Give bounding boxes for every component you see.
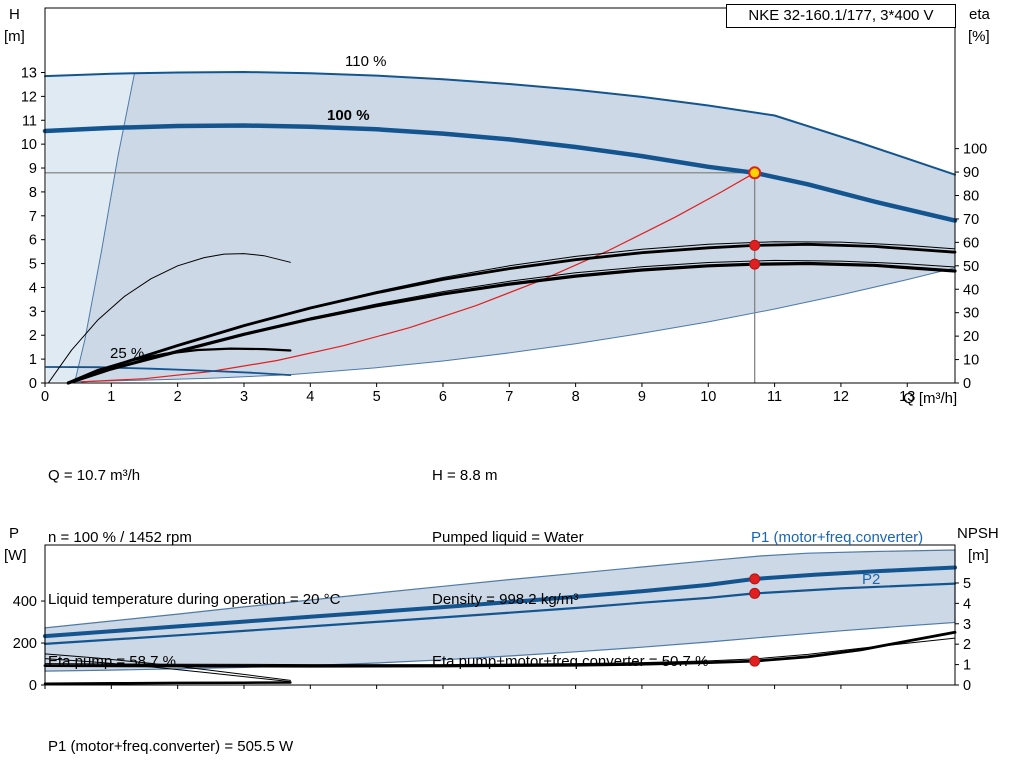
info-speed: n = 100 % / 1452 rpm bbox=[48, 529, 192, 546]
eta-pump-duty-dot[interactable] bbox=[749, 239, 761, 251]
y-left-tick-label: 0 bbox=[29, 678, 37, 694]
y-left-tick-label: 6 bbox=[29, 233, 37, 249]
pump-curve-25 bbox=[45, 366, 292, 377]
info-liquid: Pumped liquid = Water bbox=[432, 529, 584, 546]
x-tick-label: 13 bbox=[899, 389, 915, 405]
y-right-tick-label: 20 bbox=[963, 329, 979, 345]
y-left-tick-label: 13 bbox=[21, 65, 37, 81]
eta-axis-label: eta bbox=[969, 6, 990, 23]
y-left-tick-label: 12 bbox=[21, 89, 37, 105]
npsh-duty-dot[interactable] bbox=[749, 655, 761, 667]
p2-duty-dot[interactable] bbox=[749, 587, 761, 599]
y-left-tick-label: 4 bbox=[29, 280, 37, 296]
p1-duty-dot[interactable] bbox=[749, 573, 761, 585]
p-curve-25-b bbox=[44, 658, 291, 683]
x-tick-label: 10 bbox=[700, 389, 716, 405]
npsh-curve bbox=[43, 630, 957, 668]
y-left-tick-label: 7 bbox=[29, 209, 37, 225]
y-left-tick-label: 8 bbox=[29, 185, 37, 201]
plot-frame bbox=[44, 544, 956, 686]
y-left-tick-label: 2 bbox=[29, 328, 37, 344]
y-left-tick-label: 1 bbox=[29, 352, 37, 368]
y-right-tick-label: 60 bbox=[963, 235, 979, 251]
control-curve-red bbox=[80, 172, 756, 383]
y-left-tick-label: 10 bbox=[21, 137, 37, 153]
operating-point-info-left: Q = 10.7 m³/h n = 100 % / 1452 rpm Liqui… bbox=[48, 426, 340, 714]
p2-curve-label: P2 bbox=[862, 571, 881, 588]
x-tick-label: 6 bbox=[439, 389, 447, 405]
y-right-tick-label: 10 bbox=[963, 353, 979, 369]
y-right-tick-label: 2 bbox=[963, 637, 971, 653]
npsh-axis-label: NPSH bbox=[957, 525, 999, 542]
results-block: P1 (motor+freq.converter) = 505.5 W P2 =… bbox=[48, 697, 293, 781]
y-right-tick-label: 100 bbox=[963, 142, 987, 158]
y-left-tick-label: 400 bbox=[13, 594, 37, 610]
pump-type-title: NKE 32-160.1/177, 3*400 V bbox=[726, 4, 956, 28]
info-flow: Q = 10.7 m³/h bbox=[48, 467, 141, 484]
y-right-tick-label: 70 bbox=[963, 212, 979, 228]
y-left-tick-label: 11 bbox=[22, 113, 37, 129]
x-tick-label: 4 bbox=[306, 389, 314, 405]
pump-curve-100 bbox=[42, 123, 958, 223]
y-left-tick-label: 3 bbox=[29, 304, 37, 320]
y-left-tick-label: 0 bbox=[29, 376, 37, 392]
x-tick-label: 12 bbox=[833, 389, 849, 405]
y-right-tick-label: 0 bbox=[963, 376, 971, 392]
x-tick-label: 0 bbox=[41, 389, 49, 405]
y-left-tick-label: 5 bbox=[29, 257, 37, 273]
eta-total-duty-dot[interactable] bbox=[749, 258, 761, 270]
x-tick-label: 7 bbox=[505, 389, 513, 405]
y-left-tick-label: 200 bbox=[13, 636, 37, 652]
info-head: H = 8.8 m bbox=[432, 467, 498, 484]
eta-curve-25-speed bbox=[47, 253, 291, 384]
info-eta-pump: Eta pump = 58.7 % bbox=[48, 653, 176, 670]
curve-label-25: 25 % bbox=[110, 345, 145, 362]
x-tick-label: 8 bbox=[572, 389, 580, 405]
x-tick-label: 11 bbox=[767, 389, 782, 405]
x-tick-label: 9 bbox=[638, 389, 646, 405]
y-right-tick-label: 3 bbox=[963, 617, 971, 633]
y-right-tick-label: 5 bbox=[963, 576, 971, 592]
y-right-tick-label: 4 bbox=[963, 596, 971, 612]
npsh-axis-unit: [m] bbox=[968, 547, 989, 564]
y-right-tick-label: 80 bbox=[963, 189, 979, 205]
y-right-tick-label: 40 bbox=[963, 282, 979, 298]
eta-axis-unit: [%] bbox=[968, 28, 990, 45]
h-axis-label: H bbox=[9, 6, 20, 23]
p-axis-unit: [W] bbox=[4, 547, 27, 564]
npsh-hump-25 bbox=[67, 347, 292, 384]
info-temperature: Liquid temperature during operation = 20… bbox=[48, 591, 341, 608]
h-axis-unit: [m] bbox=[4, 28, 25, 45]
p-axis-label: P bbox=[9, 525, 20, 542]
y-right-tick-label: 30 bbox=[963, 306, 979, 322]
p2-curve bbox=[43, 582, 957, 646]
pump-curve-110 bbox=[44, 71, 956, 176]
operating-point-info-right: H = 8.8 m Pumped liquid = Water Density … bbox=[432, 426, 708, 714]
p1-curve bbox=[43, 565, 957, 639]
y-right-tick-label: 90 bbox=[963, 165, 979, 181]
duty-point-marker[interactable] bbox=[748, 166, 762, 180]
curve-label-100: 100 % bbox=[327, 107, 370, 124]
p-curve-25-min bbox=[43, 681, 292, 685]
eta-total-curve bbox=[66, 261, 957, 385]
eta-pump-curve bbox=[66, 242, 957, 385]
x-tick-label: 1 bbox=[107, 389, 115, 405]
p1-curve-label: P1 (motor+freq.converter) bbox=[751, 529, 924, 546]
info-density: Density = 998.2 kg/m³ bbox=[432, 591, 579, 608]
x-tick-label: 2 bbox=[174, 389, 182, 405]
x-tick-label: 5 bbox=[373, 389, 381, 405]
y-left-tick-label: 9 bbox=[29, 161, 37, 177]
x-tick-label: 3 bbox=[240, 389, 248, 405]
operating-envelope-light bbox=[46, 73, 135, 382]
y-right-tick-label: 1 bbox=[963, 658, 971, 674]
info-eta-total: Eta pump+motor+freq.converter = 50.7 % bbox=[432, 653, 709, 670]
result-p1: P1 (motor+freq.converter) = 505.5 W bbox=[48, 738, 294, 755]
curve-label-110: 110 % bbox=[345, 53, 387, 70]
y-right-tick-label: 50 bbox=[963, 259, 979, 275]
q-axis-label: Q [m³/h] bbox=[903, 390, 958, 407]
y-right-tick-label: 0 bbox=[963, 678, 971, 694]
